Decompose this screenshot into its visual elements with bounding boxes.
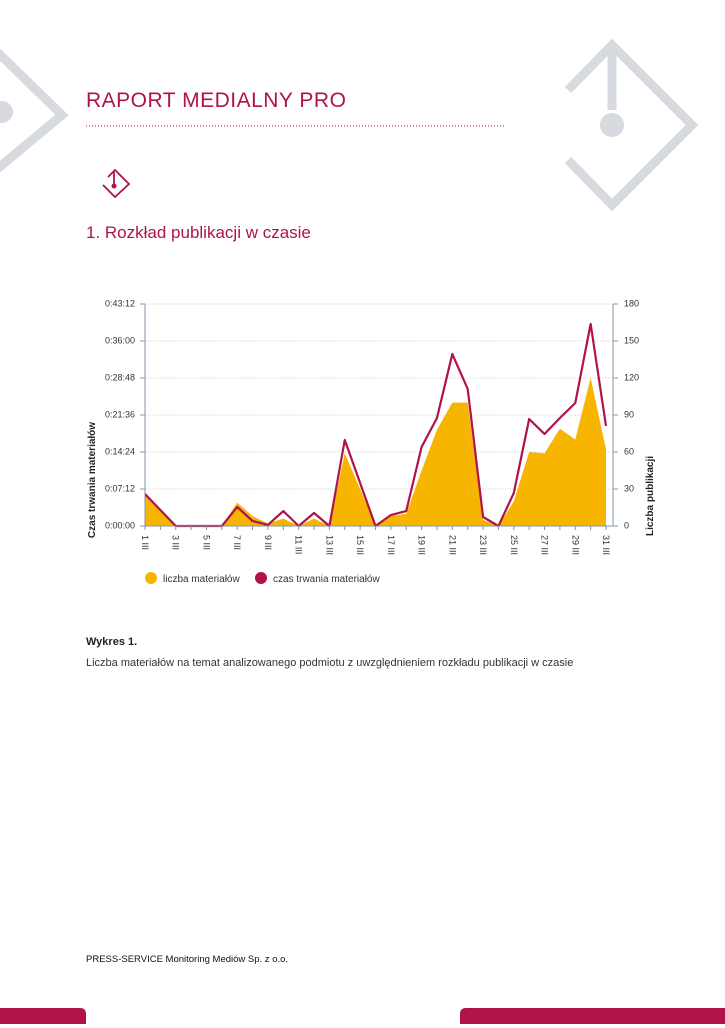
area [145, 378, 606, 526]
x-tick-label: 21 III [447, 535, 457, 555]
decor-right [564, 38, 699, 212]
y-tick-label: 0:21:36 [105, 409, 135, 419]
decor-left [0, 48, 69, 173]
x-tick-label: 9 III [263, 535, 273, 550]
section-title: 1. Rozkład publikacji w czasie [86, 223, 311, 242]
footer-bar [0, 1008, 86, 1024]
x-tick-label: 15 III [355, 535, 365, 555]
x-tick-label: 31 III [601, 535, 611, 555]
decor [0, 38, 699, 212]
icon-dot [111, 183, 117, 189]
legend-label: liczba materiałów [163, 574, 240, 585]
y-tick-label: 0:43:12 [105, 298, 135, 308]
x-tick-label: 27 III [540, 535, 550, 555]
section-icon [102, 168, 131, 199]
legend-swatch [255, 572, 267, 584]
x-tick-label: 25 III [509, 535, 519, 555]
x-tick-label: 19 III [417, 535, 427, 555]
y2-axis-label: Liczba publikacji [645, 456, 656, 536]
x-tick-label: 29 III [570, 535, 580, 555]
x-tick-label: 11 III [294, 535, 304, 554]
y2-tick-label: 120 [624, 372, 639, 382]
y-tick-label: 0:07:12 [105, 483, 135, 493]
y2-tick-label: 60 [624, 446, 634, 456]
x-tick-label: 3 III [171, 535, 181, 550]
legend-label: czas trwania materiałów [273, 574, 380, 585]
x-tick-label: 23 III [478, 535, 488, 555]
footer: PRESS-SERVICE Monitoring Mediów Sp. z o.… [86, 954, 288, 965]
figure-caption: Liczba materiałów na temat analizowanego… [86, 657, 573, 669]
y-tick-label: 0:36:00 [105, 335, 135, 345]
y-axis-label: Czas trwania materiałów [87, 422, 98, 538]
decor-dot [600, 113, 624, 137]
y2-tick-label: 30 [624, 483, 634, 493]
x-tick-label: 1 III [140, 535, 150, 550]
y-tick-label: 0:00:00 [105, 520, 135, 530]
x-tick-label: 17 III [386, 535, 396, 555]
x-tick-label: 13 III [324, 535, 334, 555]
figure-label: Wykres 1. [86, 636, 137, 648]
decor-dot [0, 101, 13, 123]
y-tick-label: 0:28:48 [105, 372, 135, 382]
footer-bar [460, 1008, 725, 1024]
report-title: RAPORT MEDIALNY PRO [86, 89, 346, 112]
icon-diamond [102, 168, 131, 199]
x-tick-label: 5 III [201, 535, 211, 550]
y2-tick-label: 0 [624, 520, 629, 530]
y-tick-label: 0:14:24 [105, 446, 135, 456]
y2-tick-label: 150 [624, 335, 639, 345]
y2-tick-label: 180 [624, 298, 639, 308]
y2-tick-label: 90 [624, 409, 634, 419]
x-tick-label: 7 III [232, 535, 242, 550]
legend-swatch [145, 572, 157, 584]
